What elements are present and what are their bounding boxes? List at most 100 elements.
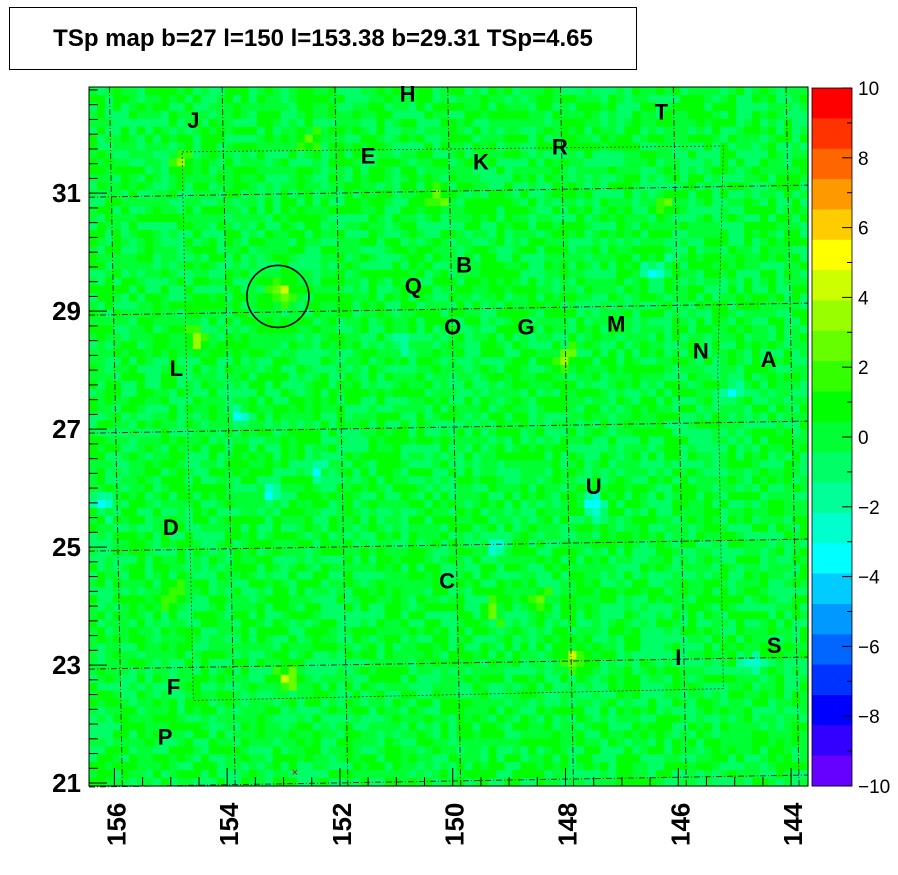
heatmap-cell xyxy=(104,118,114,128)
heatmap-cell xyxy=(480,102,490,112)
heatmap-cell xyxy=(296,94,306,104)
heatmap-cell xyxy=(128,309,138,318)
heatmap-cell xyxy=(272,325,282,334)
heatmap-cell xyxy=(768,404,777,414)
heatmap-cell xyxy=(640,166,649,175)
heatmap-cell xyxy=(344,452,354,461)
heatmap-cell xyxy=(552,214,561,223)
heatmap-cell xyxy=(464,301,474,311)
heatmap-cell xyxy=(416,301,426,311)
heatmap-cell xyxy=(624,507,633,517)
heatmap-cell xyxy=(688,420,697,430)
heatmap-cell xyxy=(240,222,250,231)
heatmap-cell xyxy=(504,301,514,311)
heatmap-cell xyxy=(736,484,745,493)
heatmap-cell xyxy=(736,174,745,183)
heatmap-cell xyxy=(608,468,617,477)
heatmap-cell xyxy=(312,412,322,422)
heatmap-cell xyxy=(432,507,442,517)
heatmap-cell xyxy=(792,357,801,366)
heatmap-cell xyxy=(760,507,769,517)
heatmap-cell xyxy=(688,436,697,446)
heatmap-cell xyxy=(760,94,769,104)
heatmap-cell xyxy=(664,253,673,263)
heatmap-cell xyxy=(608,134,617,144)
heatmap-cell xyxy=(640,87,649,96)
heatmap-cell xyxy=(184,388,194,398)
heatmap-cell xyxy=(528,102,537,112)
heatmap-cell xyxy=(392,102,402,112)
heatmap-cell xyxy=(352,428,362,438)
heatmap-cell xyxy=(400,476,410,485)
heatmap-cell xyxy=(160,222,170,231)
heatmap-cell xyxy=(184,301,194,311)
heatmap-cell xyxy=(728,372,737,382)
heatmap-cell xyxy=(784,261,793,271)
heatmap-cell xyxy=(272,523,282,533)
heatmap-cell xyxy=(536,349,545,358)
heatmap-cell xyxy=(488,261,498,271)
heatmap-cell xyxy=(336,87,346,96)
heatmap-cell xyxy=(496,87,506,96)
heatmap-cell xyxy=(368,428,378,438)
heatmap-cell xyxy=(576,349,585,358)
heatmap-cell xyxy=(136,277,146,287)
heatmap-cell xyxy=(768,317,777,326)
heatmap-cell xyxy=(144,420,154,430)
heatmap-cell xyxy=(360,166,370,175)
heatmap-cell xyxy=(400,436,410,446)
heatmap-cell xyxy=(352,515,362,525)
heatmap-cell xyxy=(640,515,649,525)
heatmap-cell xyxy=(712,158,721,168)
heatmap-cell xyxy=(696,507,705,517)
heatmap-cell xyxy=(168,222,178,231)
heatmap-cell xyxy=(480,452,490,461)
heatmap-cell xyxy=(776,341,785,350)
heatmap-cell xyxy=(104,269,114,279)
heatmap-cell xyxy=(408,110,418,120)
heatmap-cell xyxy=(120,444,130,453)
heatmap-cell xyxy=(496,190,506,199)
heatmap-cell xyxy=(568,412,577,422)
heatmap-cell xyxy=(424,412,434,422)
heatmap-cell xyxy=(392,372,402,382)
heatmap-cell xyxy=(264,341,274,350)
heatmap-cell xyxy=(328,214,338,223)
heatmap-cell xyxy=(552,293,561,303)
heatmap-cell xyxy=(704,269,713,279)
heatmap-cell xyxy=(704,158,713,168)
heatmap-cell xyxy=(384,198,394,207)
heatmap-cell xyxy=(616,206,625,215)
heatmap-cell xyxy=(544,118,553,128)
heatmap-cell xyxy=(696,237,705,247)
heatmap-cell xyxy=(592,492,601,501)
heatmap-cell xyxy=(336,142,346,152)
heatmap-cell xyxy=(232,126,242,136)
heatmap-cell xyxy=(432,468,442,477)
heatmap-cell xyxy=(144,372,154,382)
heatmap-cell xyxy=(240,182,250,191)
heatmap-cell xyxy=(256,500,266,509)
heatmap-cell xyxy=(672,110,681,120)
heatmap-cell xyxy=(488,357,498,366)
heatmap-cell xyxy=(728,102,737,112)
heatmap-cell xyxy=(800,285,809,295)
heatmap-cell xyxy=(776,317,785,326)
heatmap-cell xyxy=(616,436,625,446)
heatmap-cell xyxy=(256,174,266,183)
heatmap-cell xyxy=(192,523,202,533)
heatmap-cell xyxy=(624,206,633,215)
heatmap-cell xyxy=(648,110,657,120)
heatmap-cell xyxy=(536,166,545,175)
heatmap-cell xyxy=(480,253,490,263)
heatmap-cell xyxy=(392,293,402,303)
heatmap-cell xyxy=(600,237,609,247)
heatmap-cell xyxy=(648,444,657,453)
heatmap-cell xyxy=(416,452,426,461)
heatmap-cell xyxy=(336,182,346,191)
heatmap-cell xyxy=(384,110,394,120)
heatmap-cell xyxy=(744,301,753,311)
heatmap-cell xyxy=(664,460,673,469)
heatmap-cell xyxy=(784,277,793,287)
heatmap-cell xyxy=(408,365,418,374)
